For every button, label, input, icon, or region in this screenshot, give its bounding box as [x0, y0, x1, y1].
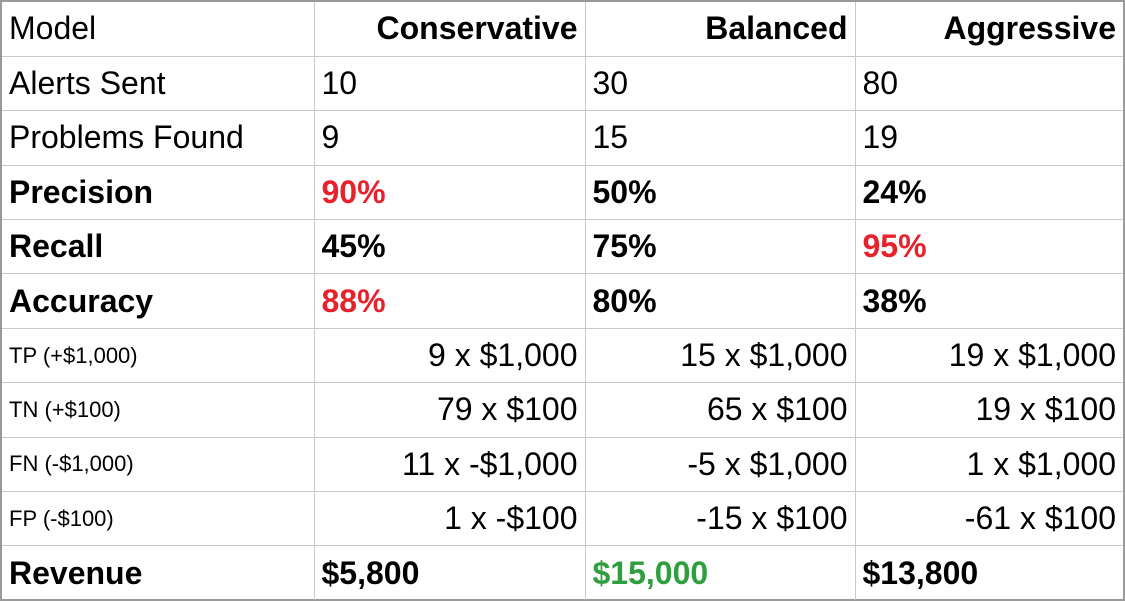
data-cell[interactable]: 75% [584, 219, 856, 275]
row-label-cell[interactable]: Alerts Sent [2, 55, 315, 112]
header-cell-aggressive[interactable]: Aggressive [854, 2, 1123, 57]
row-label-cell[interactable]: Accuracy [2, 273, 315, 329]
data-cell-highlighted[interactable]: 95% [854, 219, 1123, 275]
table-row-tn: TN (+$100) 79 x $100 65 x $100 19 x $100 [2, 382, 1123, 438]
data-cell[interactable]: 65 x $100 [584, 382, 856, 438]
table-row-accuracy: Accuracy 88% 80% 38% [2, 273, 1123, 329]
table-row-problems-found: Problems Found 9 15 19 [2, 110, 1123, 166]
row-label-cell[interactable]: Problems Found [2, 110, 315, 166]
table-row-tp: TP (+$1,000) 9 x $1,000 15 x $1,000 19 x… [2, 327, 1123, 384]
data-cell[interactable]: 1 x $1,000 [854, 436, 1123, 493]
row-label-cell[interactable]: FN (-$1,000) [2, 436, 315, 493]
data-cell[interactable]: 9 x $1,000 [313, 327, 586, 384]
row-label-cell[interactable]: TP (+$1,000) [2, 327, 315, 384]
table-row-precision: Precision 90% 50% 24% [2, 164, 1123, 221]
data-cell[interactable]: 50% [584, 164, 856, 221]
row-label-cell[interactable]: TN (+$100) [2, 382, 315, 438]
data-cell-highlighted[interactable]: 88% [313, 273, 586, 329]
data-cell[interactable]: 30 [584, 55, 856, 112]
header-cell-model[interactable]: Model [2, 2, 315, 57]
row-label-cell[interactable]: Precision [2, 164, 315, 221]
table-row-revenue: Revenue $5,800 $15,000 $13,800 [2, 545, 1123, 601]
header-row: Model Conservative Balanced Aggressive [2, 2, 1123, 57]
table-row-recall: Recall 45% 75% 95% [2, 219, 1123, 275]
data-cell[interactable]: 19 [854, 110, 1123, 166]
data-cell[interactable]: 38% [854, 273, 1123, 329]
row-label-cell[interactable]: Recall [2, 219, 315, 275]
table-row-alerts-sent: Alerts Sent 10 30 80 [2, 55, 1123, 112]
data-cell[interactable]: 10 [313, 55, 586, 112]
data-cell[interactable]: 45% [313, 219, 586, 275]
data-cell[interactable]: -61 x $100 [854, 491, 1123, 547]
data-cell[interactable]: 19 x $1,000 [854, 327, 1123, 384]
row-label-cell[interactable]: Revenue [2, 545, 315, 601]
data-cell[interactable]: 80% [584, 273, 856, 329]
data-cell[interactable]: $13,800 [854, 545, 1123, 601]
data-cell[interactable]: 15 x $1,000 [584, 327, 856, 384]
table-row-fn: FN (-$1,000) 11 x -$1,000 -5 x $1,000 1 … [2, 436, 1123, 493]
row-label-cell[interactable]: FP (-$100) [2, 491, 315, 547]
data-cell[interactable]: 1 x -$100 [313, 491, 586, 547]
header-cell-balanced[interactable]: Balanced [584, 2, 856, 57]
data-cell[interactable]: -5 x $1,000 [584, 436, 856, 493]
data-cell[interactable]: 11 x -$1,000 [313, 436, 586, 493]
data-cell[interactable]: 79 x $100 [313, 382, 586, 438]
data-cell[interactable]: 15 [584, 110, 856, 166]
data-cell[interactable]: 24% [854, 164, 1123, 221]
data-cell[interactable]: -15 x $100 [584, 491, 856, 547]
table-row-fp: FP (-$100) 1 x -$100 -15 x $100 -61 x $1… [2, 491, 1123, 547]
data-cell[interactable]: 80 [854, 55, 1123, 112]
header-cell-conservative[interactable]: Conservative [313, 2, 586, 57]
data-cell-highlighted[interactable]: $15,000 [584, 545, 856, 601]
data-cell[interactable]: 19 x $100 [854, 382, 1123, 438]
data-cell[interactable]: 9 [313, 110, 586, 166]
data-cell[interactable]: $5,800 [313, 545, 586, 601]
data-cell-highlighted[interactable]: 90% [313, 164, 586, 221]
